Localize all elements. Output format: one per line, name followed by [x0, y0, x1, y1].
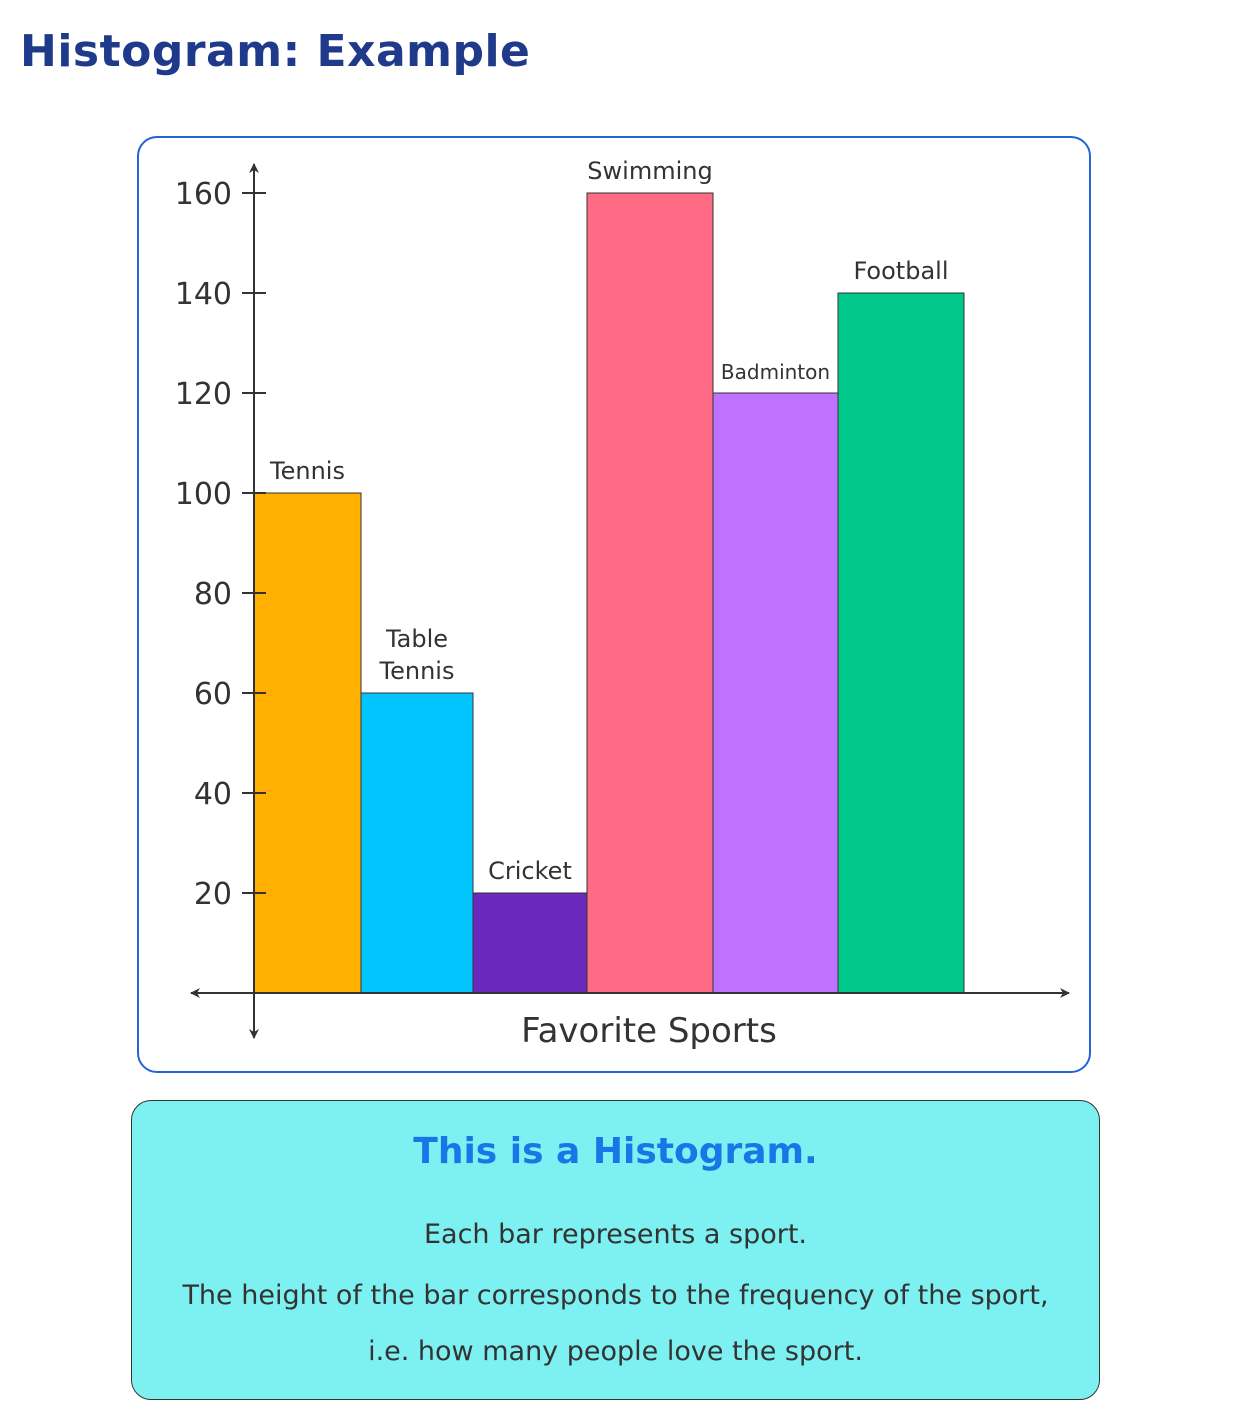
- y-ticks-group: 20 40 60 80 100 120 140 160: [175, 177, 266, 912]
- x-axis-title: Favorite Sports: [521, 1011, 777, 1051]
- y-tick-label: 120: [175, 377, 232, 412]
- bar-badminton: [712, 392, 839, 994]
- y-tick-label: 40: [194, 777, 232, 812]
- info-box: This is a Histogram. Each bar represents…: [131, 1100, 1100, 1400]
- y-tick-label: 80: [194, 577, 232, 612]
- bar-label-football: Football: [853, 257, 948, 285]
- info-line: The height of the bar corresponds to the…: [182, 1280, 1049, 1311]
- bar-cricket: [472, 892, 588, 994]
- bar-label-cricket: Cricket: [488, 857, 572, 885]
- bars-group: [253, 192, 965, 994]
- y-tick-label: 140: [175, 277, 232, 312]
- bar-table-tennis: [360, 692, 474, 994]
- bar-football: [837, 292, 965, 994]
- info-title: This is a Histogram.: [413, 1131, 818, 1172]
- chart-card: 20 40 60 80 100 120 140 160 Tennis Table Tennis Cr…: [137, 136, 1091, 1073]
- y-tick-label: 160: [175, 177, 232, 212]
- y-tick-label: 20: [194, 877, 232, 912]
- bar-swimming: [586, 192, 714, 994]
- histogram-chart: 20 40 60 80 100 120 140 160 Tennis Table Tennis Cr…: [175, 157, 1070, 1051]
- bar-labels-group: Tennis Table Tennis Cricket Swimming Badminto…: [269, 157, 948, 885]
- bar-label-table-tennis: Tennis: [379, 657, 455, 685]
- info-line: i.e. how many people love the sport.: [368, 1336, 863, 1367]
- y-tick-label: 100: [175, 477, 232, 512]
- bar-label-tennis: Tennis: [269, 457, 345, 485]
- bar-tennis: [253, 492, 362, 994]
- bar-label-badminton: Badminton: [721, 360, 830, 384]
- page-title: Histogram: Example: [20, 26, 531, 77]
- bar-label-swimming: Swimming: [587, 157, 712, 185]
- info-line: Each bar represents a sport.: [423, 1219, 808, 1250]
- bar-label-table-tennis: Table: [385, 625, 448, 653]
- y-tick-label: 60: [194, 677, 232, 712]
